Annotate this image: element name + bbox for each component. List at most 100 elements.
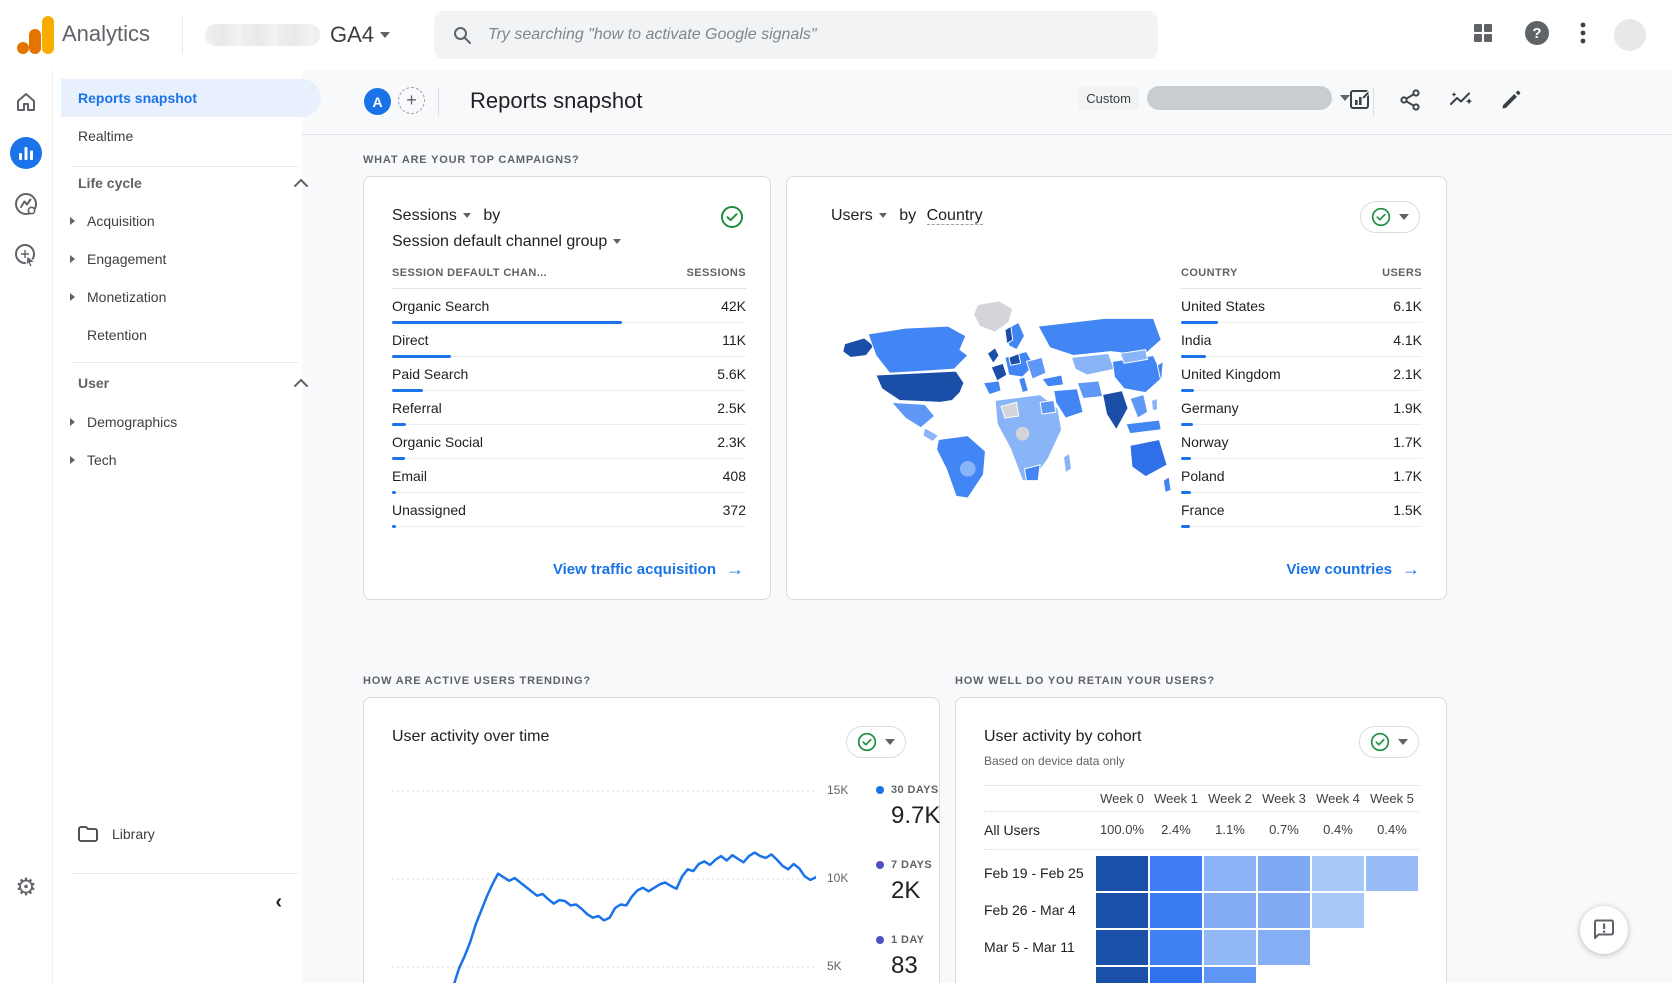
cohort-week-header: Week 1 (1154, 791, 1198, 806)
card-metric-selector[interactable]: Sessions by (392, 207, 500, 225)
feedback-button[interactable] (1580, 906, 1628, 954)
cohort-week-header: Week 5 (1370, 791, 1414, 806)
collapse-sidebar-button[interactable]: ‹ (269, 890, 288, 915)
redacted-date-range (1147, 86, 1332, 110)
cohort-row-label: Feb 19 - Feb 25 (984, 865, 1084, 881)
card-status-dropdown[interactable] (846, 726, 906, 758)
sidebar-item-label: Retention (87, 327, 147, 343)
help-button[interactable]: ? (1524, 20, 1550, 46)
caret-down-icon (613, 239, 621, 244)
table-header: COUNTRY USERS (1181, 267, 1422, 289)
sidebar-item-realtime[interactable]: Realtime (61, 117, 321, 155)
row-dimension: Unassigned (392, 502, 466, 518)
sidebar-divider (71, 873, 299, 874)
apps-grid-icon (1472, 22, 1494, 44)
cohort-retention-pct: 0.7% (1269, 822, 1299, 837)
legend-label: 7 DAYS (891, 859, 932, 871)
sidebar-item-tech[interactable]: Tech (63, 441, 303, 479)
view-traffic-acquisition-link[interactable]: View traffic acquisition → (553, 559, 744, 580)
metric-label: Sessions (392, 207, 457, 224)
row-value: 1.7K (1393, 434, 1422, 450)
rail-settings-button[interactable]: ⚙ (10, 872, 42, 904)
cohort-cell (1096, 930, 1148, 965)
rail-home-button[interactable] (10, 86, 42, 118)
column-header-dimension: COUNTRY (1181, 267, 1238, 279)
sidebar-item-library[interactable]: Library (78, 826, 155, 842)
share-button[interactable] (1398, 88, 1422, 112)
row-dimension: India (1181, 332, 1211, 348)
sidebar-item-label: Monetization (87, 289, 166, 305)
cohort-cell (1150, 856, 1202, 891)
page-title: Reports snapshot (470, 88, 642, 114)
add-comparison-button[interactable]: + (398, 87, 425, 114)
y-tick-5k: 5K (827, 959, 842, 973)
search-input[interactable] (486, 25, 1140, 45)
sidebar-section-user[interactable]: User (78, 375, 308, 391)
table-row: Email408 (392, 459, 746, 493)
expand-caret-icon (70, 217, 75, 225)
arrow-right-icon: → (726, 559, 744, 580)
account-avatar[interactable] (1614, 19, 1646, 51)
edit-comparison-icon (1348, 88, 1372, 112)
row-dimension: Organic Social (392, 434, 483, 450)
cohort-cell (1150, 930, 1202, 965)
cohort-cell (1204, 967, 1256, 983)
row-dimension: United States (1181, 298, 1265, 314)
card-metric-selector[interactable]: Users by Country (831, 207, 983, 225)
edit-report-button[interactable] (1500, 89, 1522, 111)
row-dimension: Paid Search (392, 366, 468, 382)
caret-down-icon (1399, 214, 1409, 220)
comparison-avatar[interactable]: A (364, 88, 391, 115)
row-value: 372 (723, 502, 746, 518)
topbar-actions: ? (1472, 20, 1586, 46)
table-row: Norway1.7K (1181, 425, 1422, 459)
view-countries-link[interactable]: View countries → (1286, 559, 1420, 580)
caret-down-icon (885, 739, 895, 745)
property-switcher[interactable]: GA4 (330, 22, 390, 48)
card-status-dropdown[interactable] (1360, 201, 1420, 233)
card-dimension-selector[interactable]: Session default channel group (392, 233, 621, 251)
table-header: SESSION DEFAULT CHAN... SESSIONS (392, 267, 746, 289)
redacted-account-name (205, 24, 320, 46)
edit-comparison-button[interactable] (1348, 88, 1372, 112)
table-row: France1.5K (1181, 493, 1422, 527)
sidebar-item-label: Library (112, 826, 155, 842)
apps-grid-button[interactable] (1472, 22, 1494, 44)
rail-advertising-button[interactable] (10, 239, 42, 271)
legend-dot (876, 936, 884, 944)
sidebar-section-life-cycle[interactable]: Life cycle (78, 175, 308, 191)
cohort-cell (1204, 930, 1256, 965)
row-dimension: Email (392, 468, 427, 484)
sidebar-item-engagement[interactable]: Engagement (63, 240, 303, 278)
reports-bar-chart-icon (17, 144, 35, 162)
svg-text:?: ? (1532, 25, 1541, 42)
cohort-retention-pct: 0.4% (1323, 822, 1353, 837)
rail-reports-button[interactable] (10, 137, 42, 169)
global-search[interactable] (434, 11, 1158, 59)
cohort-cell (1096, 856, 1148, 891)
date-range-picker[interactable]: Custom (1078, 86, 1350, 110)
more-options-button[interactable] (1580, 21, 1586, 45)
caret-down-icon (1398, 739, 1408, 745)
sidebar-item-retention[interactable]: Retention (63, 316, 303, 354)
insights-button[interactable] (1448, 88, 1474, 112)
sidebar-section-title: Life cycle (78, 175, 142, 191)
legend-dot (876, 786, 884, 794)
sidebar-item-demographics[interactable]: Demographics (63, 403, 303, 441)
legend-item: 30 DAYS9.7K (876, 784, 966, 830)
dimension-link[interactable]: Country (927, 207, 983, 225)
header-divider (438, 88, 439, 116)
section-label-trending: HOW ARE ACTIVE USERS TRENDING? (363, 675, 591, 687)
rail-explore-button[interactable] (10, 188, 42, 220)
row-value: 4.1K (1393, 332, 1422, 348)
table-row: Germany1.9K (1181, 391, 1422, 425)
sidebar-item-monetization[interactable]: Monetization (63, 278, 303, 316)
column-header-metric: USERS (1382, 267, 1422, 279)
card-status-dropdown[interactable] (1359, 726, 1419, 758)
sidebar-item-reports-snapshot[interactable]: Reports snapshot (61, 79, 321, 117)
table-row: India 4.1K (1181, 323, 1422, 357)
reports-sidebar: Reports snapshot Realtime Life cycle Acq… (53, 70, 302, 983)
check-circle-icon[interactable] (720, 205, 744, 229)
sidebar-item-acquisition[interactable]: Acquisition (63, 202, 303, 240)
card-user-activity-by-cohort: User activity by cohort Based on device … (955, 697, 1447, 983)
